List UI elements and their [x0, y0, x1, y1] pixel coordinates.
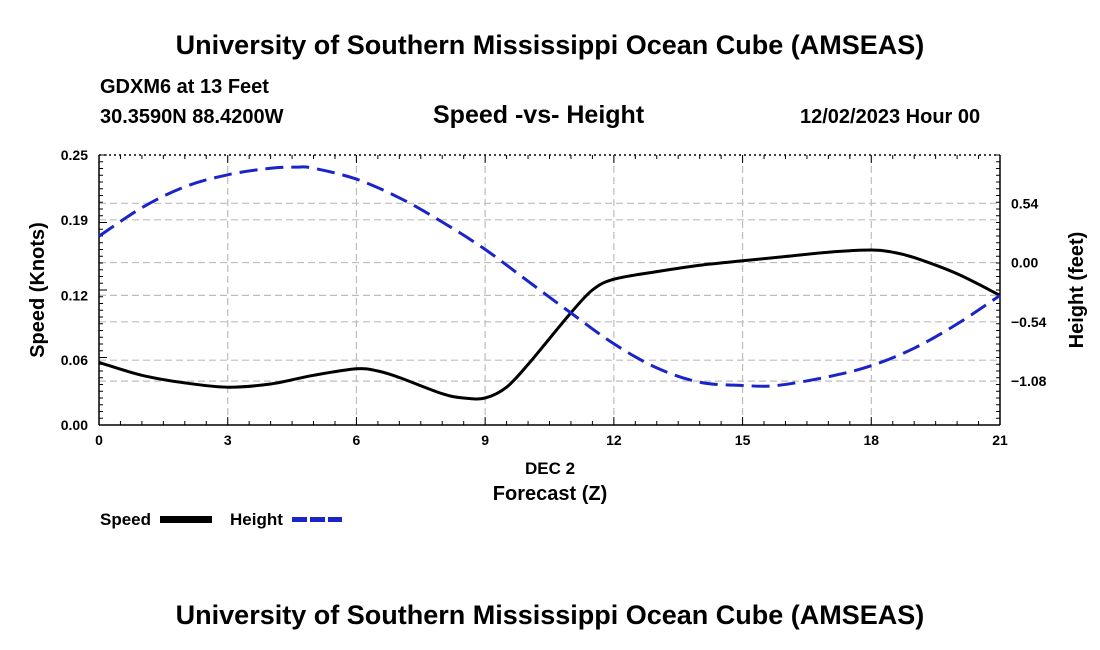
y2-axis-label: Height (feet) — [1066, 232, 1088, 349]
legend-swatch-speed — [160, 516, 212, 523]
y-tick-label-3: 0.19 — [61, 212, 88, 228]
y-tick-label-1: 0.06 — [61, 352, 88, 368]
y-axis-label: Speed (Knots) — [27, 222, 49, 358]
x-tick-label-0: 0 — [95, 432, 103, 448]
y2-tick-label-3: 0.54 — [1011, 195, 1038, 211]
x-axis-label: Forecast (Z) — [493, 483, 607, 505]
coordinates-label: 30.3590N 88.4200W — [100, 106, 284, 128]
station-label: GDXM6 at 13 Feet — [100, 76, 269, 98]
x-tick-label-9: 9 — [481, 432, 489, 448]
x-tick-label-18: 18 — [863, 432, 879, 448]
series-line-speed — [98, 248, 1001, 401]
x-axis-date-label: DEC 2 — [525, 459, 575, 478]
x-tick-label-15: 15 — [735, 432, 751, 448]
y-tick-label-2: 0.12 — [61, 287, 88, 303]
y2-tick-label-0: −1.08 — [1011, 373, 1047, 389]
y2-tick-label-1: −0.54 — [1011, 314, 1047, 330]
page-title-bottom: University of Southern Mississippi Ocean… — [175, 600, 925, 630]
y2-tick-label-2: 0.00 — [1011, 255, 1038, 271]
datetime-label: 12/02/2023 Hour 00 — [800, 106, 981, 128]
x-tick-label-6: 6 — [353, 432, 361, 448]
y-tick-label-4: 0.25 — [61, 147, 88, 163]
legend-label-height: Height — [230, 510, 283, 529]
series-line-height — [98, 165, 1001, 388]
x-tick-label-12: 12 — [606, 432, 622, 448]
legend-swatch-height — [292, 517, 342, 522]
page-title-top: University of Southern Mississippi Ocean… — [175, 30, 925, 60]
legend-label-speed: Speed — [100, 510, 152, 529]
x-tick-label-3: 3 — [224, 432, 232, 448]
chart-title: Speed -vs- Height — [433, 101, 645, 129]
y-tick-label-0: 0.00 — [61, 417, 88, 433]
x-tick-label-21: 21 — [992, 432, 1008, 448]
